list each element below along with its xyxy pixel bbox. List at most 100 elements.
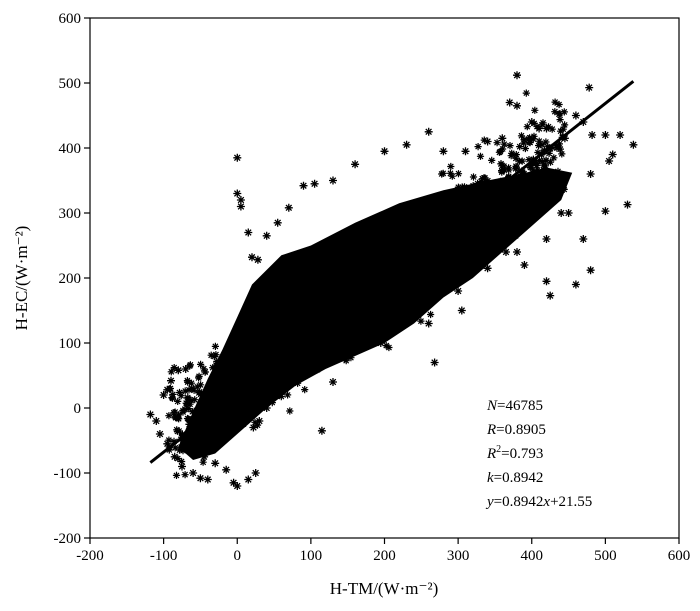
scatter-point [200, 411, 208, 419]
scatter-point [571, 280, 580, 289]
scatter-point [249, 398, 257, 406]
scatter-point [170, 364, 178, 372]
scatter-point [286, 407, 294, 415]
scatter-point [201, 368, 209, 376]
scatter-point [395, 239, 404, 247]
scatter-point [318, 353, 326, 361]
scatter-point [308, 307, 317, 315]
scatter-point [304, 362, 312, 370]
scatter-point [392, 294, 400, 302]
scatter-point [428, 219, 436, 227]
scatter-point [461, 147, 470, 156]
x-tick-label: -200 [76, 548, 104, 564]
scatter-point [185, 420, 194, 429]
scatter-point [195, 372, 203, 380]
scatter-point [392, 268, 400, 276]
scatter-point [403, 270, 411, 278]
x-tick-label: 600 [668, 548, 691, 564]
scatter-point [401, 230, 409, 238]
scatter-point [546, 158, 555, 166]
scatter-point [469, 173, 478, 181]
scatter-point [272, 342, 280, 350]
scatter-point [295, 331, 303, 339]
scatter-point [343, 339, 352, 347]
scatter-point [351, 335, 359, 343]
scatter-point [451, 198, 459, 206]
scatter-point [395, 243, 403, 251]
scatter-point [499, 194, 507, 202]
scatter-point [474, 226, 482, 234]
scatter-point [372, 255, 380, 263]
scatter-point [342, 357, 350, 365]
y-tick-label: -200 [54, 531, 82, 547]
scatter-point [408, 276, 416, 284]
scatter-point [184, 378, 192, 386]
scatter-point [189, 440, 198, 448]
scatter-point [319, 308, 327, 316]
scatter-point [270, 372, 278, 380]
scatter-point [287, 321, 295, 329]
scatter-point [418, 250, 426, 258]
scatter-point [165, 385, 174, 393]
tick-labels: -200 -100 0 100 200 300 400 500 600 -200 -100 0 100 2… [54, 11, 691, 564]
scatter-point [369, 327, 377, 335]
scatter-point [520, 136, 528, 144]
scatter-point [284, 203, 293, 212]
scatter-point [171, 444, 179, 452]
scatter-point [264, 388, 272, 396]
scatter-point [299, 181, 308, 190]
scatter-point [420, 238, 428, 246]
scatter-point [505, 172, 513, 180]
scatter-point [215, 386, 223, 394]
scatter-point [211, 388, 219, 396]
scatter-point [274, 366, 282, 375]
scatter-point [328, 312, 337, 320]
scatter-point [278, 361, 287, 369]
scatter-point [235, 331, 243, 339]
scatter-point [414, 243, 422, 252]
scatter-point [187, 379, 196, 387]
scatter-point [377, 252, 385, 260]
scatter-point [306, 317, 314, 325]
scatter-point [513, 71, 521, 80]
scatter-point [440, 190, 448, 198]
scatter-point [233, 373, 241, 381]
scatter-point [400, 256, 408, 264]
scatter-point [494, 231, 502, 239]
scatter-point [207, 401, 215, 409]
scatter-point [214, 416, 222, 424]
scatter-point [159, 391, 168, 399]
scatter-point [387, 322, 396, 331]
x-axis-title: H-TM/(W·m⁻²) [330, 579, 438, 598]
scatter-point [379, 304, 387, 312]
scatter-point [503, 211, 511, 219]
scatter-point [380, 147, 389, 156]
scatter-point [233, 153, 242, 162]
scatter-point [485, 194, 493, 202]
scatter-point [476, 235, 485, 243]
scatter-point [319, 345, 327, 353]
scatter-point [520, 177, 528, 185]
scatter-point [538, 121, 546, 129]
scatter-point [472, 221, 480, 229]
scatter-point [308, 326, 316, 334]
scatter-point [391, 238, 399, 246]
scatter-point [262, 404, 271, 412]
y-tick-label: 100 [59, 336, 82, 352]
scatter-point [435, 218, 443, 226]
scatter-point [405, 310, 413, 318]
scatter-point [244, 400, 253, 408]
scatter-point [408, 272, 416, 280]
scatter-point [601, 207, 610, 216]
scatter-point [385, 300, 393, 308]
scatter-point [181, 365, 190, 373]
scatter-point [250, 360, 258, 368]
scatter-point [266, 346, 274, 355]
scatter-point [548, 125, 556, 133]
scatter-point [198, 435, 206, 443]
scatter-point [389, 300, 397, 308]
scatter-point [351, 160, 360, 169]
scatter-point [515, 157, 523, 165]
scatter-point [323, 270, 331, 278]
scatter-point [516, 143, 524, 151]
